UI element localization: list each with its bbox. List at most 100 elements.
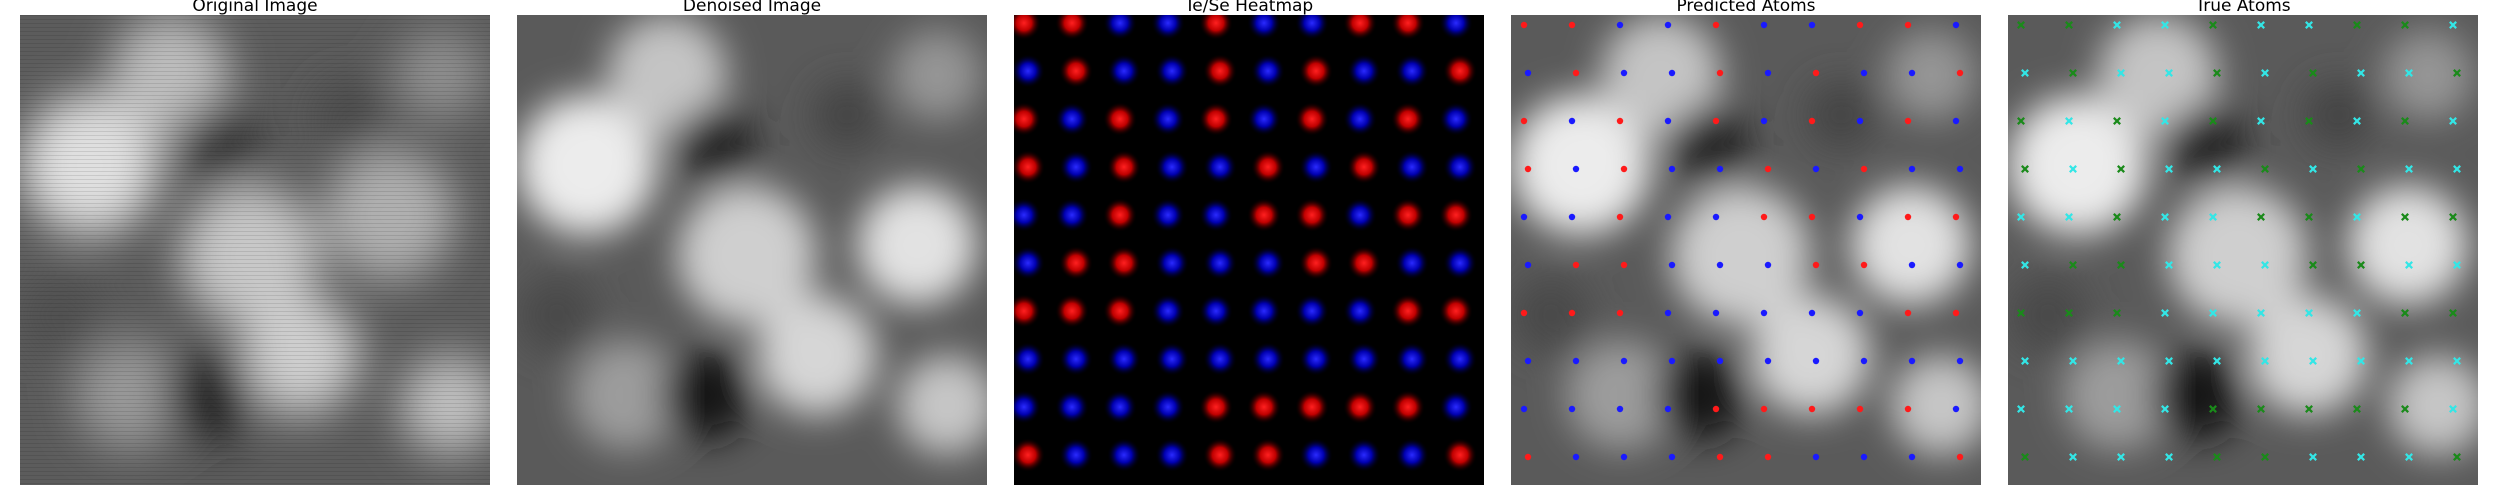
- denoised-image: [517, 15, 987, 485]
- heatmap-spot: [1059, 54, 1093, 88]
- heatmap-spot: [1199, 294, 1233, 328]
- predicted-atom-marker: [1621, 454, 1627, 460]
- heatmap-spot: [1347, 342, 1381, 376]
- heatmap-spot: [1059, 246, 1093, 280]
- heatmap-spot: [1391, 198, 1425, 232]
- predicted-atom-marker: [1621, 166, 1627, 172]
- predicted-atom-marker: [1717, 70, 1723, 76]
- te-se-heatmap-panel: [1014, 15, 1484, 485]
- predicted-atom-marker: [1521, 214, 1527, 220]
- predicted-atom-marker: [1765, 358, 1771, 364]
- heatmap-spot: [1299, 246, 1333, 280]
- predicted-atom-marker: [1569, 22, 1575, 28]
- heatmap-spot: [1395, 438, 1429, 472]
- heatmap-spot: [1107, 150, 1141, 184]
- predicted-atom-marker: [1573, 262, 1579, 268]
- predicted-atom-marker: [1953, 406, 1959, 412]
- heatmap-spot: [1203, 246, 1237, 280]
- panel-title-heatmap: Te/Se Heatmap: [1014, 0, 1484, 15]
- heatmap-spot: [1251, 342, 1285, 376]
- heatmap-spot: [1347, 246, 1381, 280]
- predicted-atom-marker: [1713, 22, 1719, 28]
- predicted-atom-marker: [1813, 454, 1819, 460]
- heatmap-spot: [1251, 438, 1285, 472]
- predicted-atom-marker: [1909, 358, 1915, 364]
- predicted-atom-marker: [1665, 310, 1671, 316]
- predicted-atom-marker: [1861, 262, 1867, 268]
- predicted-atoms-panel: [1511, 15, 1981, 485]
- predicted-atom-marker: [1521, 118, 1527, 124]
- predicted-atom-marker: [1957, 166, 1963, 172]
- predicted-atom-marker: [1809, 118, 1815, 124]
- predicted-atom-marker: [1761, 214, 1767, 220]
- heatmap-spot: [1439, 102, 1473, 136]
- predicted-atom-marker: [1761, 118, 1767, 124]
- heatmap-spot: [1251, 150, 1285, 184]
- predicted-atom-marker: [1905, 406, 1911, 412]
- heatmap-spot: [1151, 198, 1185, 232]
- heatmap-spot: [1247, 198, 1281, 232]
- predicted-atom-marker: [1665, 118, 1671, 124]
- heatmap-spot: [1251, 54, 1285, 88]
- predicted-atom-marker: [1905, 118, 1911, 124]
- heatmap-spot: [1059, 438, 1093, 472]
- predicted-atom-marker: [1909, 70, 1915, 76]
- predicted-atoms: [1511, 15, 1981, 485]
- panel-title-true: True Atoms: [2008, 0, 2478, 15]
- heatmap-spot: [1439, 294, 1473, 328]
- heatmap-spot: [1103, 102, 1137, 136]
- predicted-atom-marker: [1717, 166, 1723, 172]
- predicted-atom-marker: [1573, 358, 1579, 364]
- heatmap-spot: [1343, 390, 1377, 424]
- heatmap-spot: [1151, 102, 1185, 136]
- heatmap-spot: [1203, 54, 1237, 88]
- predicted-atom-marker: [1617, 214, 1623, 220]
- heatmap-spot: [1391, 102, 1425, 136]
- predicted-atom-marker: [1905, 310, 1911, 316]
- heatmap-spot: [1155, 54, 1189, 88]
- heatmap-spot: [1391, 390, 1425, 424]
- predicted-atom-marker: [1617, 406, 1623, 412]
- predicted-atom-marker: [1761, 22, 1767, 28]
- heatmap-spot: [1347, 54, 1381, 88]
- heatmap-spot: [1107, 438, 1141, 472]
- predicted-atom-marker: [1953, 214, 1959, 220]
- predicted-atom-marker: [1665, 214, 1671, 220]
- predicted-atom-marker: [1813, 262, 1819, 268]
- heatmap-spot: [1295, 294, 1329, 328]
- heatmap-spot: [1107, 54, 1141, 88]
- predicted-atom-marker: [1809, 22, 1815, 28]
- heatmap-spot: [1055, 390, 1089, 424]
- predicted-atom-marker: [1569, 118, 1575, 124]
- heatmap-spot: [1055, 102, 1089, 136]
- heatmap-spot: [1251, 246, 1285, 280]
- predicted-atom-marker: [1573, 166, 1579, 172]
- predicted-atom-marker: [1857, 118, 1863, 124]
- predicted-atom-marker: [1861, 358, 1867, 364]
- heatmap-spot: [1247, 390, 1281, 424]
- predicted-atom-marker: [1521, 22, 1527, 28]
- heatmap-spot: [1155, 438, 1189, 472]
- predicted-atom-marker: [1809, 214, 1815, 220]
- predicted-atom-marker: [1909, 454, 1915, 460]
- te-se-heatmap: [1014, 15, 1484, 485]
- predicted-atom-marker: [1525, 262, 1531, 268]
- predicted-atom-marker: [1669, 262, 1675, 268]
- heatmap-spot: [1055, 294, 1089, 328]
- predicted-atom-marker: [1621, 358, 1627, 364]
- true-atoms-panel: [2008, 15, 2478, 485]
- heatmap-spot: [1199, 198, 1233, 232]
- predicted-atom-marker: [1573, 454, 1579, 460]
- panel-title-predicted: Predicted Atoms: [1511, 0, 1981, 15]
- heatmap-spot: [1199, 390, 1233, 424]
- heatmap-spot: [1395, 150, 1429, 184]
- predicted-atom-marker: [1857, 22, 1863, 28]
- heatmap-spot: [1055, 198, 1089, 232]
- predicted-atom-marker: [1861, 70, 1867, 76]
- predicted-atom-marker: [1569, 310, 1575, 316]
- heatmap-spot: [1343, 102, 1377, 136]
- predicted-atom-marker: [1909, 262, 1915, 268]
- predicted-atom-marker: [1621, 70, 1627, 76]
- heatmap-spot: [1203, 438, 1237, 472]
- predicted-atom-marker: [1525, 454, 1531, 460]
